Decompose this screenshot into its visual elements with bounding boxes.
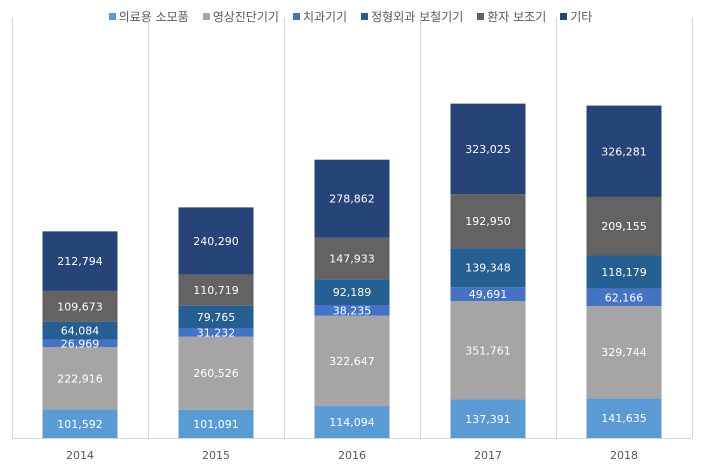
bar-segment [586, 196, 662, 256]
data-label: 62,166 [605, 291, 644, 304]
data-label: 79,765 [197, 311, 236, 324]
data-label: 278,862 [329, 193, 375, 206]
legend-swatch [477, 13, 485, 20]
data-label: 322,647 [329, 355, 375, 368]
data-label: 351,761 [465, 344, 511, 357]
data-label: 38,235 [333, 304, 372, 317]
legend-label: 치과기기 [302, 10, 348, 24]
data-label: 209,155 [601, 220, 647, 233]
bar-segment [42, 339, 118, 348]
x-tick-label: 2016 [338, 449, 366, 462]
bar-segment [42, 409, 118, 438]
bar-segment [586, 306, 662, 399]
legend-item: 정형외과 보철기기 [361, 8, 463, 25]
legend-item: 환자 보조기 [477, 8, 546, 25]
data-label: 92,189 [333, 286, 372, 299]
data-label: 110,719 [193, 284, 239, 297]
bar-segment [42, 231, 118, 291]
bar-segment [314, 305, 390, 316]
legend-swatch [361, 13, 369, 20]
x-tick-label: 2018 [610, 449, 638, 462]
bar-segment [450, 287, 526, 302]
legend-item: 영상진단기기 [202, 8, 279, 25]
bar-segment [178, 274, 254, 306]
bar-segment [314, 406, 390, 438]
bar-segment [178, 207, 254, 275]
data-label: 240,290 [193, 235, 239, 248]
bar-segment [450, 248, 526, 288]
bar-segment [586, 105, 662, 197]
data-label: 222,916 [57, 372, 103, 385]
bar-segment [314, 159, 390, 238]
bar-segment [314, 315, 390, 407]
data-label: 109,673 [57, 300, 103, 313]
data-label: 323,025 [465, 143, 511, 156]
legend-label: 의료용 소모품 [118, 10, 189, 24]
data-label: 329,744 [601, 346, 647, 359]
bar-segment [450, 399, 526, 438]
legend: 의료용 소모품 영상진단기기 치과기기 정형외과 보철기기 환자 보조기 기타 [0, 8, 701, 25]
data-label: 139,348 [465, 262, 511, 275]
data-label: 260,526 [193, 367, 239, 380]
data-label: 326,281 [601, 145, 647, 158]
bar-segment [178, 336, 254, 410]
legend-swatch [202, 13, 210, 20]
bar-segment [178, 328, 254, 337]
legend-swatch [292, 13, 300, 20]
data-label: 141,635 [601, 412, 647, 425]
legend-item: 치과기기 [292, 8, 348, 25]
data-label: 49,691 [469, 288, 508, 301]
data-label: 137,391 [465, 413, 511, 426]
data-label: 64,084 [61, 325, 100, 338]
data-label: 101,592 [57, 418, 103, 431]
bar-segment [178, 409, 254, 438]
legend-label: 환자 보조기 [487, 10, 547, 24]
data-label: 118,179 [601, 266, 647, 279]
bar-segment [586, 288, 662, 307]
bar-segment [450, 103, 526, 195]
legend-swatch [560, 13, 568, 20]
bar-segment [42, 290, 118, 322]
bar-segment [450, 194, 526, 249]
bar-segment [586, 398, 662, 438]
bar-segment [42, 347, 118, 410]
x-tick-label: 2015 [202, 449, 230, 462]
data-label: 147,933 [329, 252, 375, 265]
legend-label: 영상진단기기 [212, 10, 279, 24]
bar-segment [42, 321, 118, 340]
legend-label: 기타 [570, 10, 593, 24]
bar-segment [450, 301, 526, 400]
data-label: 26,969 [61, 337, 100, 350]
bar-segment [314, 279, 390, 306]
data-label: 212,794 [57, 255, 103, 268]
bar-segment [178, 305, 254, 329]
data-label: 114,094 [329, 416, 375, 429]
bar-segment [586, 255, 662, 289]
x-tick-label: 2017 [474, 449, 502, 462]
bar-segment [314, 237, 390, 280]
data-label: 101,091 [193, 418, 239, 431]
legend-swatch [108, 13, 116, 20]
legend-item: 기타 [560, 8, 592, 25]
legend-item: 의료용 소모품 [108, 8, 189, 25]
legend-label: 정형외과 보철기기 [371, 10, 464, 24]
x-tick-label: 2014 [66, 449, 94, 462]
data-label: 31,232 [197, 326, 236, 339]
data-label: 192,950 [465, 215, 511, 228]
